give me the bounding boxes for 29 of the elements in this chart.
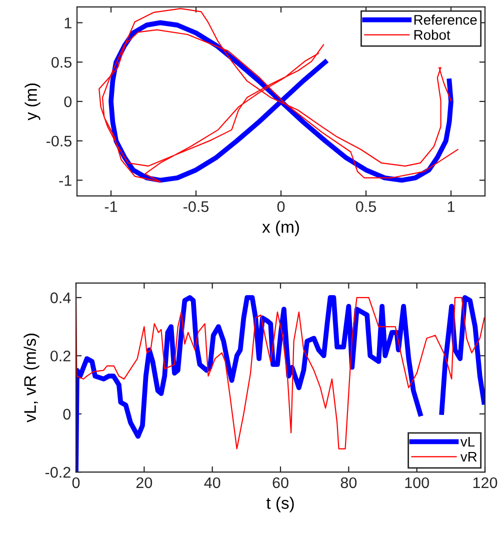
legend-label: vL	[460, 436, 475, 447]
x-tick-label: 120	[473, 477, 498, 488]
x-tick-label: 0	[72, 477, 80, 488]
y-axis-title: vL, vR (m/s)	[24, 334, 40, 422]
x-tick-label: 60	[272, 477, 288, 488]
legend-label: Reference	[414, 14, 477, 25]
y-tick-label: 0	[64, 96, 72, 108]
y-tick-label: -1	[59, 175, 72, 186]
x-tick-label: 0.5	[356, 201, 376, 212]
x-tick-label: 40	[204, 477, 220, 488]
y-tick-label: 1	[64, 18, 72, 28]
x-tick-label: 100	[405, 477, 429, 488]
x-axis-title: x (m)	[262, 220, 299, 236]
y-tick-label: 0.5	[52, 56, 72, 68]
legend-label: Robot	[414, 30, 450, 40]
y-axis-title: y (m)	[24, 84, 40, 120]
y-tick-label: 0.4	[50, 292, 71, 304]
y-tick-label: -0.5	[46, 136, 72, 147]
y-tick-label: 0.2	[50, 350, 70, 362]
x-tick-label: -0.5	[184, 201, 209, 212]
x-tick-label: 0	[277, 201, 285, 212]
x-tick-label: 80	[340, 477, 357, 488]
y-tick-label: -0.2	[45, 466, 70, 478]
x-tick-label: -1	[104, 201, 118, 212]
x-tick-label: 20	[136, 477, 152, 488]
x-tick-label: 1	[448, 201, 455, 212]
legend-label: vR	[460, 452, 477, 462]
x-axis-title: t (s)	[266, 496, 294, 512]
y-tick-label: 0	[63, 408, 71, 420]
